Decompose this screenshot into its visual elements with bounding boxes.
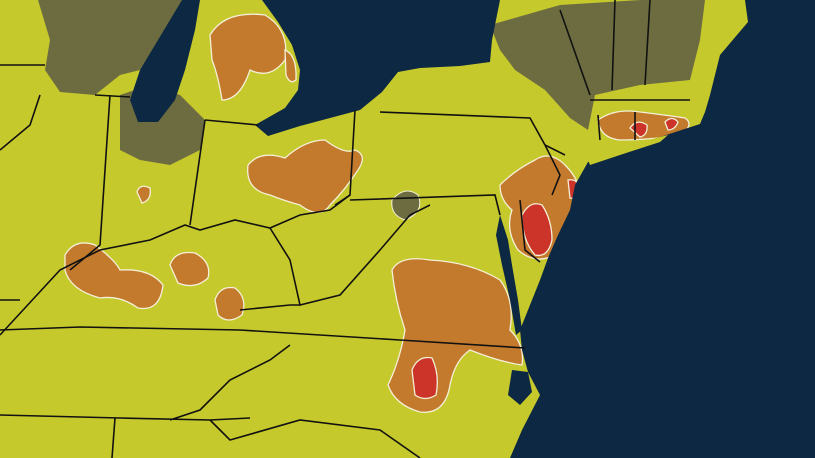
border-sc-nc [209, 419, 421, 458]
no-data-region-upper-michigan [38, 0, 185, 95]
pamlico-sound [508, 370, 532, 405]
moderate-region-michigan-east [284, 49, 297, 83]
high-region-north-carolina [411, 356, 438, 400]
border-west-virginia [269, 204, 431, 306]
border-virginia-kentucky [239, 304, 300, 311]
border-delaware-nj [519, 144, 561, 263]
border-michigan-indiana-ohio [94, 94, 259, 226]
border-tn-south [0, 414, 251, 421]
border-illinois-west [0, 64, 45, 151]
moderate-region-michigan [209, 13, 287, 101]
border-pennsylvania-ny [379, 111, 566, 156]
border-new-england [559, 0, 690, 141]
border-mason-dixon [349, 194, 501, 216]
border-tennessee-north [0, 326, 526, 349]
ocean [510, 0, 815, 458]
long-island [588, 135, 668, 165]
moderate-region-ohio [247, 139, 363, 214]
border-indiana-illinois [69, 94, 111, 271]
moderate-region-indiana [136, 185, 151, 204]
canada-and-great-lakes [255, 0, 500, 136]
border-ohio-river [0, 194, 351, 336]
high-region-rhode-island [664, 117, 679, 131]
lake-michigan [130, 0, 200, 122]
border-kentucky-tennessee-west [0, 299, 116, 458]
chesapeake-bay [496, 215, 522, 335]
state-borders [0, 0, 690, 458]
high-region-delaware-nj [521, 203, 553, 257]
moderate-region-kentucky-west [64, 242, 164, 310]
moderate-region-kentucky-center [169, 251, 210, 287]
moderate-region-kentucky-east [214, 286, 245, 321]
no-data-region-northeast [490, 0, 705, 130]
border-nc-tn [169, 344, 291, 421]
